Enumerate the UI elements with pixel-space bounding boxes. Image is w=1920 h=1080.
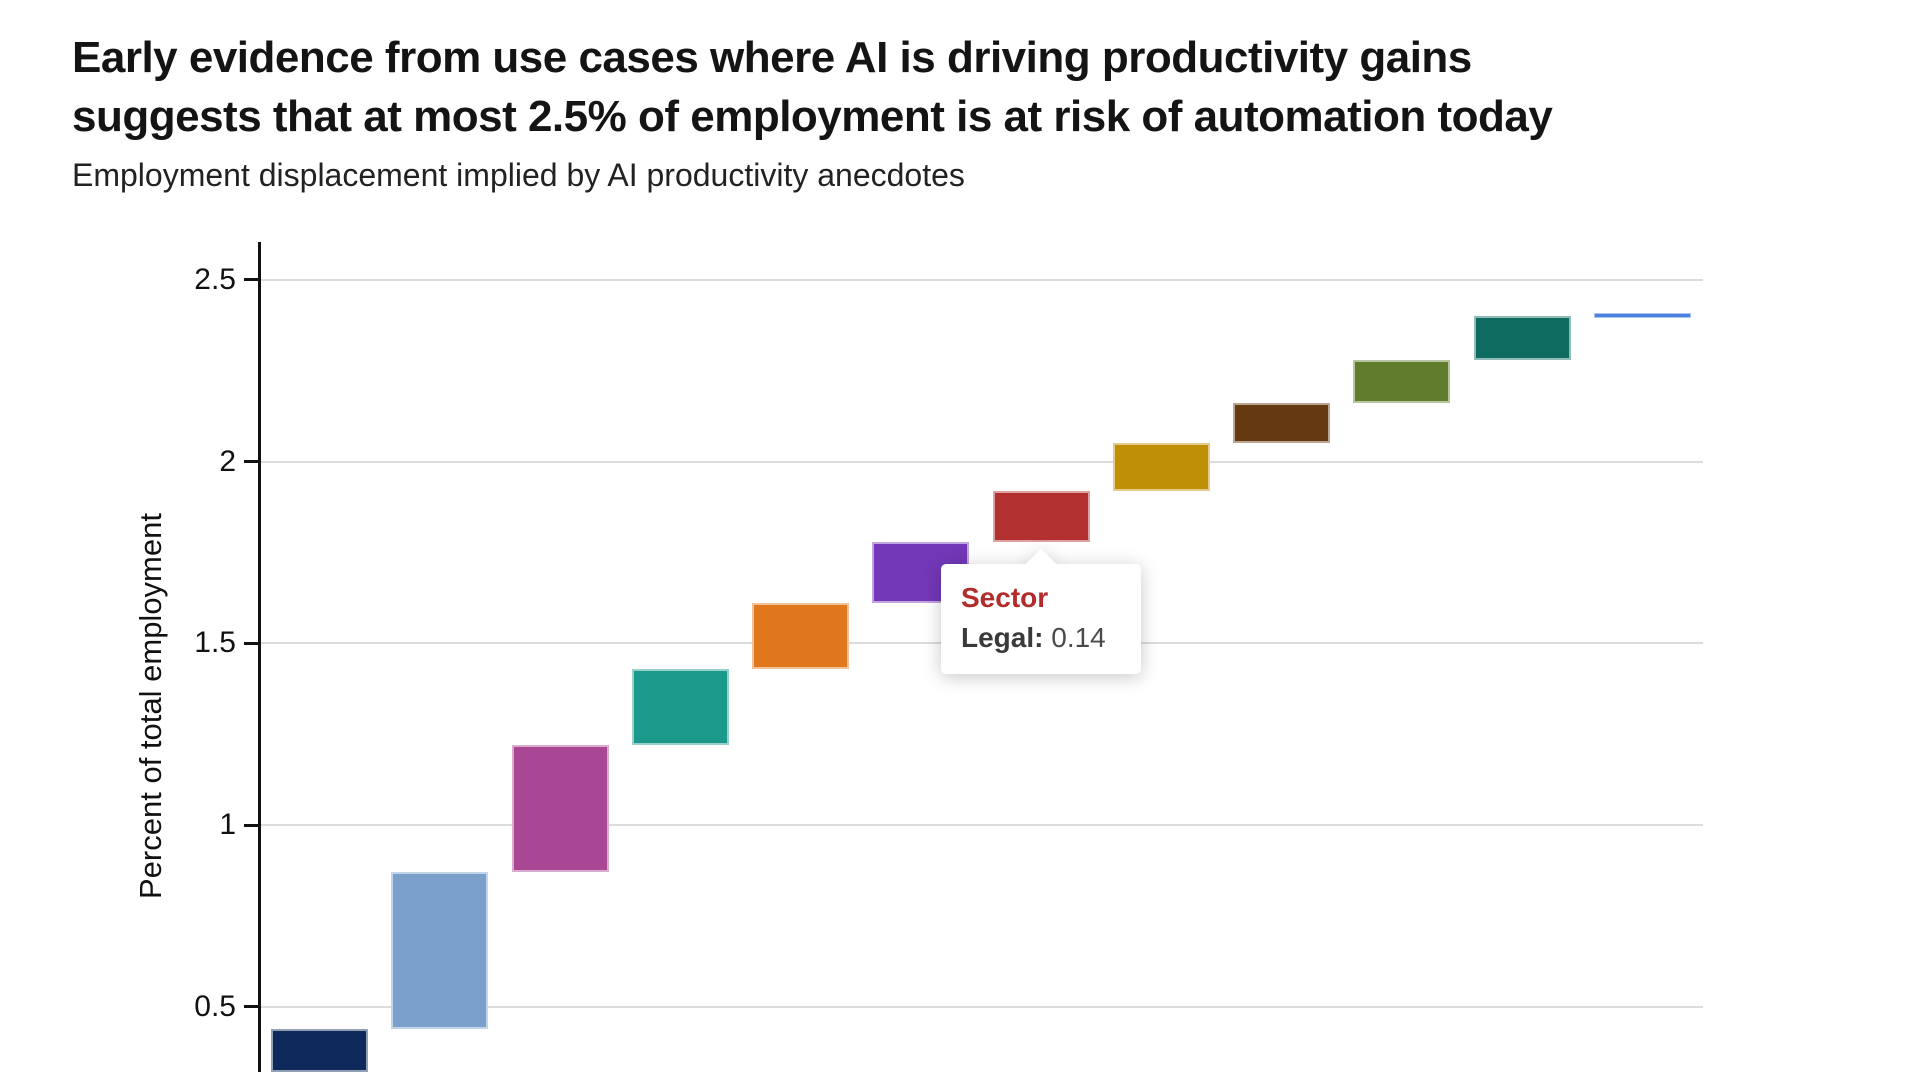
page-title-line-1: Early evidence from use cases where AI i… (72, 33, 1472, 82)
waterfall-bar-9[interactable] (1233, 403, 1330, 444)
tooltip-value: 0.14 (1051, 621, 1106, 653)
tooltip-series-label: Legal: (961, 621, 1044, 653)
waterfall-bar-2[interactable] (391, 872, 489, 1029)
tooltip-value-line: Legal: 0.14 (961, 621, 1121, 655)
waterfall-bar-8[interactable] (1112, 443, 1210, 491)
y-axis-line (258, 242, 261, 1072)
chart-subtitle: Employment displacement implied by AI pr… (72, 157, 965, 193)
waterfall-bar-12[interactable] (1593, 312, 1691, 318)
gridline-0.5 (260, 1005, 1703, 1008)
y-tick-label: 2.5 (194, 262, 236, 296)
y-tick-label: 1.5 (194, 626, 236, 660)
waterfall-bar-5[interactable] (752, 603, 849, 669)
page-title-line-2: suggests that at most 2.5% of employment… (72, 92, 1553, 141)
y-tick-label: 1 (219, 808, 236, 842)
waterfall-bar-11[interactable] (1473, 316, 1571, 360)
waterfall-bar-3[interactable] (511, 745, 609, 873)
y-tick-label: 2 (219, 444, 236, 478)
page-title: Early evidence from use cases where AI i… (72, 28, 1553, 146)
y-axis-tick (244, 460, 259, 464)
waterfall-bar-10[interactable] (1353, 359, 1451, 404)
waterfall-bar-1[interactable] (271, 1028, 368, 1072)
gridline-2.5 (260, 278, 1703, 281)
waterfall-bar-7-legal[interactable] (992, 490, 1090, 542)
y-tick-label: 0.5 (194, 989, 236, 1023)
y-axis-tick (244, 823, 259, 827)
waterfall-bar-4[interactable] (631, 668, 729, 746)
y-axis-tick (244, 641, 259, 645)
hover-tooltip: Sector Legal: 0.14 (941, 548, 1141, 674)
gridline-1 (260, 824, 1703, 827)
tooltip-header: Sector (961, 581, 1049, 613)
y-axis-tick (244, 278, 259, 282)
gridline-2 (260, 460, 1703, 463)
tooltip-body: Sector Legal: 0.14 (941, 563, 1141, 674)
y-axis-tick (244, 1005, 259, 1009)
